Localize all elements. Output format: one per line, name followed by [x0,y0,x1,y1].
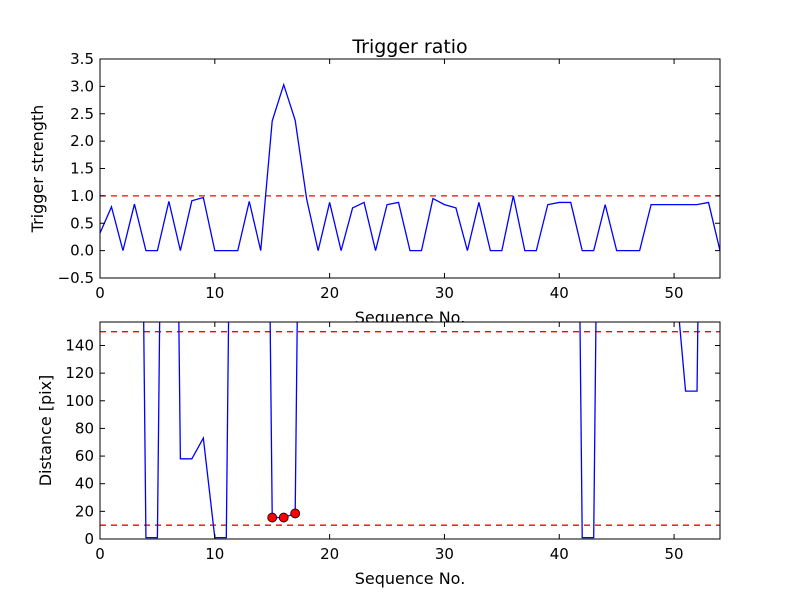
y-tick-label: 0.0 [70,242,94,260]
series-line-trigger-strength [100,82,720,252]
series-line-distance [143,322,699,539]
plot-area-0 [100,82,720,252]
x-tick-label: 0 [95,545,105,563]
x-tick-label: 0 [95,284,105,302]
chart-title-top: Trigger ratio [351,36,467,58]
x-tick-label: 50 [665,545,684,563]
y-tick-label: 0 [84,530,94,548]
x-tick-label: 50 [665,284,684,302]
y-axis-label-1: Distance [pix] [36,375,55,487]
y-tick-label: 60 [75,447,94,465]
y-tick-label: 40 [75,475,94,493]
x-tick-label: 20 [320,284,339,302]
y-tick-label: 120 [65,364,94,382]
x-tick-label: 30 [435,545,454,563]
y-tick-label: 3.0 [70,77,94,95]
y-tick-label: 20 [75,502,94,520]
plot-area-1 [100,322,720,539]
y-tick-label: 0.5 [70,214,94,232]
x-tick-label: 10 [205,284,224,302]
y-tick-label: 2.5 [70,105,94,123]
y-tick-label: 80 [75,419,94,437]
x-axis-label-1: Sequence No. [355,569,466,588]
x-tick-label: 40 [550,545,569,563]
y-tick-label: −0.5 [58,269,94,287]
data-point-marker [290,508,301,519]
y-tick-label: 140 [65,336,94,354]
y-tick-label: 3.5 [70,50,94,68]
x-tick-label: 30 [435,284,454,302]
y-tick-label: 100 [65,392,94,410]
x-tick-label: 20 [320,545,339,563]
x-tick-label: 10 [205,545,224,563]
axes-background-1 [100,322,720,539]
y-axis-label-0: Trigger strength [28,105,47,234]
y-tick-label: 1.0 [70,187,94,205]
y-tick-label: 1.5 [70,160,94,178]
data-point-marker [267,512,278,523]
x-tick-label: 40 [550,284,569,302]
data-point-marker [278,512,289,523]
axes-frame-1 [99,321,721,540]
y-tick-label: 2.0 [70,132,94,150]
